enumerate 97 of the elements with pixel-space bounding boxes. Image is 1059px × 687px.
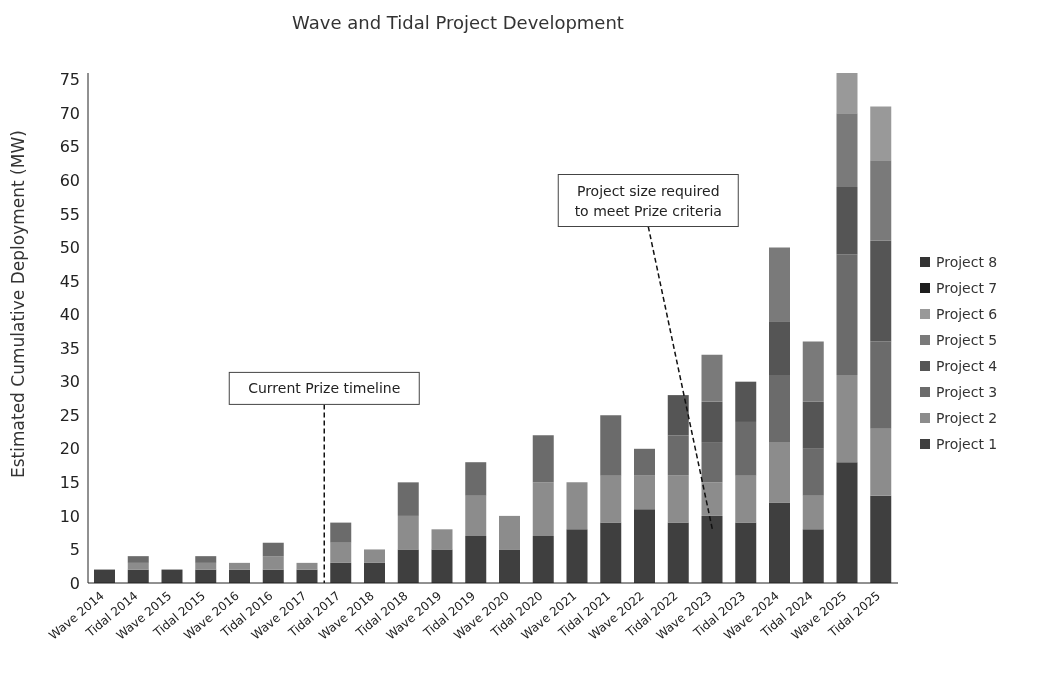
- bar: [195, 562, 217, 570]
- bar: [836, 254, 858, 375]
- y-tick-label: 75: [59, 70, 80, 90]
- bar: [769, 247, 790, 322]
- chart-title: Wave and Tidal Project Development: [291, 11, 625, 33]
- bar: [836, 73, 858, 114]
- bar: [701, 442, 723, 483]
- y-axis-title: Estimated Cumulative Deployment (MW): [8, 130, 29, 478]
- bar: [532, 482, 554, 537]
- bar: [397, 549, 419, 583]
- bar: [769, 374, 790, 443]
- annotation: Project size required to meet Prize criteria: [574, 182, 722, 219]
- bar: [634, 448, 655, 476]
- bar: [532, 536, 554, 583]
- bar: [566, 529, 588, 583]
- bar: [566, 482, 588, 530]
- bar: [667, 475, 689, 523]
- legend-label: Project 2: [936, 410, 998, 426]
- y-tick-label: 55: [59, 204, 80, 224]
- bar: [667, 435, 689, 476]
- bar: [127, 556, 149, 563]
- bar: [870, 341, 892, 429]
- y-tick-label: 5: [69, 540, 80, 560]
- y-tick-label: 60: [59, 171, 80, 191]
- bar: [870, 495, 892, 583]
- bar: [262, 542, 284, 557]
- bar: [701, 401, 723, 443]
- bar: [701, 515, 723, 583]
- bar: [330, 562, 352, 583]
- y-tick-label: 45: [59, 271, 80, 291]
- legend-label: Project 1: [936, 436, 998, 452]
- bar: [802, 341, 824, 402]
- y-tick-label: 70: [59, 103, 80, 123]
- bar: [701, 482, 723, 516]
- bar: [364, 549, 385, 563]
- y-tick-label: 0: [69, 573, 80, 593]
- bar: [499, 549, 520, 583]
- bar: [870, 240, 892, 342]
- y-tick-label: 35: [59, 338, 80, 358]
- bar: [769, 502, 790, 583]
- bar: [634, 509, 655, 583]
- legend-label: Project 7: [936, 280, 998, 296]
- bar: [465, 536, 487, 583]
- y-tick-label: 15: [59, 473, 80, 493]
- bar: [735, 421, 757, 476]
- y-tick-label: 25: [59, 405, 80, 425]
- bar: [195, 556, 217, 563]
- bar: [870, 160, 892, 241]
- bar: [836, 374, 858, 463]
- bar: [769, 321, 790, 375]
- y-tick-label: 40: [59, 305, 80, 325]
- bar: [431, 529, 453, 550]
- bar: [836, 113, 858, 188]
- bar: [836, 462, 858, 583]
- bar: [667, 395, 689, 436]
- legend-label: Project 4: [936, 358, 998, 374]
- bar: [330, 522, 352, 543]
- legend-label: Project 6: [936, 306, 998, 322]
- bar: [600, 522, 622, 583]
- bar: [465, 495, 487, 537]
- bar: [532, 435, 554, 483]
- bar: [127, 562, 149, 570]
- y-tick-label: 10: [59, 506, 80, 526]
- y-tick-label: 20: [59, 439, 80, 459]
- bar: [229, 562, 250, 570]
- bar: [296, 562, 318, 570]
- bar: [600, 475, 622, 523]
- bar: [870, 106, 892, 161]
- bar: [364, 562, 385, 583]
- legend-label: Project 8: [936, 254, 998, 270]
- bar: [397, 482, 419, 516]
- bar: [465, 462, 487, 496]
- bar: [802, 448, 824, 496]
- bar: [769, 442, 790, 503]
- bar: [870, 428, 892, 496]
- bar: [701, 354, 723, 402]
- bar: [802, 529, 824, 583]
- bar: [330, 542, 352, 563]
- annotation: Current Prize timeline: [248, 380, 401, 397]
- bar: [836, 187, 858, 255]
- bar: [735, 475, 757, 523]
- legend-label: Project 3: [936, 384, 998, 400]
- bar: [667, 522, 689, 583]
- bar: [397, 515, 419, 550]
- bar: [634, 475, 655, 510]
- y-tick-label: 65: [59, 137, 80, 157]
- bar: [802, 401, 824, 449]
- legend-label: Project 5: [936, 332, 998, 348]
- bar: [735, 381, 757, 422]
- bar: [802, 495, 824, 530]
- y-tick-label: 50: [59, 238, 80, 258]
- bar: [431, 549, 453, 583]
- bar: [600, 415, 622, 476]
- bar: [499, 515, 520, 550]
- y-tick-label: 30: [59, 372, 80, 392]
- bar: [262, 556, 284, 570]
- bar: [735, 522, 757, 583]
